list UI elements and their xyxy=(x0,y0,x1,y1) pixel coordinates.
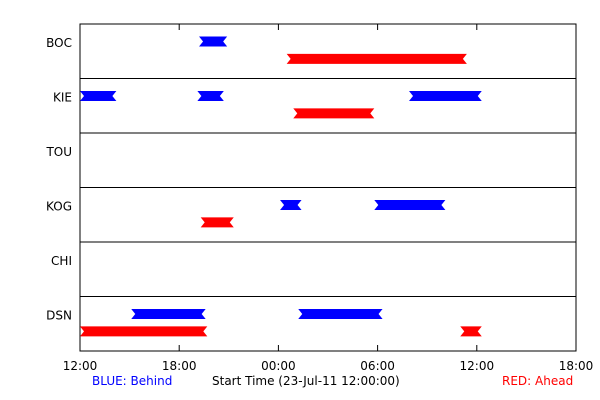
behind-segment-dsn xyxy=(298,308,383,319)
ahead-segment-dsn xyxy=(80,326,208,337)
x-axis-label: Start Time (23-Jul-11 12:00:00) xyxy=(212,374,400,388)
x-axis-ticks: 12:00 18:00 00:00 06:00 12:00 18:00 xyxy=(63,24,594,373)
x-tick-label: 12:00 xyxy=(460,359,495,373)
row-label-kie: KIE xyxy=(53,90,72,104)
row-band-tou xyxy=(79,132,577,188)
x-tick-label: 06:00 xyxy=(360,359,395,373)
x-tick-label: 18:00 xyxy=(162,359,197,373)
row-label-boc: BOC xyxy=(46,36,72,50)
legend-ahead: RED: Ahead xyxy=(502,374,574,388)
segments xyxy=(80,36,482,337)
row-label-tou: TOU xyxy=(45,145,72,159)
behind-segment-dsn xyxy=(131,308,206,319)
behind-segment-kie xyxy=(409,90,482,101)
row-band-boc xyxy=(79,23,577,79)
row-label-kog: KOG xyxy=(46,199,72,213)
row-band-dsn xyxy=(79,296,577,352)
ahead-segment-kog xyxy=(200,217,234,228)
x-tick-label: 18:00 xyxy=(559,359,594,373)
behind-segment-boc xyxy=(199,36,228,47)
ahead-segment-kie xyxy=(293,108,375,119)
behind-segment-kie xyxy=(197,90,224,101)
row-band-kog xyxy=(79,187,577,243)
x-tick-label: 12:00 xyxy=(63,359,98,373)
row-label-chi: CHI xyxy=(51,254,72,268)
row-band-kie xyxy=(79,78,577,134)
ahead-segment-boc xyxy=(286,53,467,64)
row-label-dsn: DSN xyxy=(46,308,72,322)
behind-segment-kog xyxy=(374,199,446,210)
legend-behind: BLUE: Behind xyxy=(92,374,173,388)
behind-segment-kog xyxy=(280,199,302,210)
row-band-chi xyxy=(79,241,577,297)
ahead-segment-dsn xyxy=(460,326,482,337)
row-bands: BOC KIE TOU KOG CHI DSN xyxy=(45,23,577,352)
behind-segment-kie xyxy=(80,90,117,101)
x-tick-label: 00:00 xyxy=(261,359,296,373)
